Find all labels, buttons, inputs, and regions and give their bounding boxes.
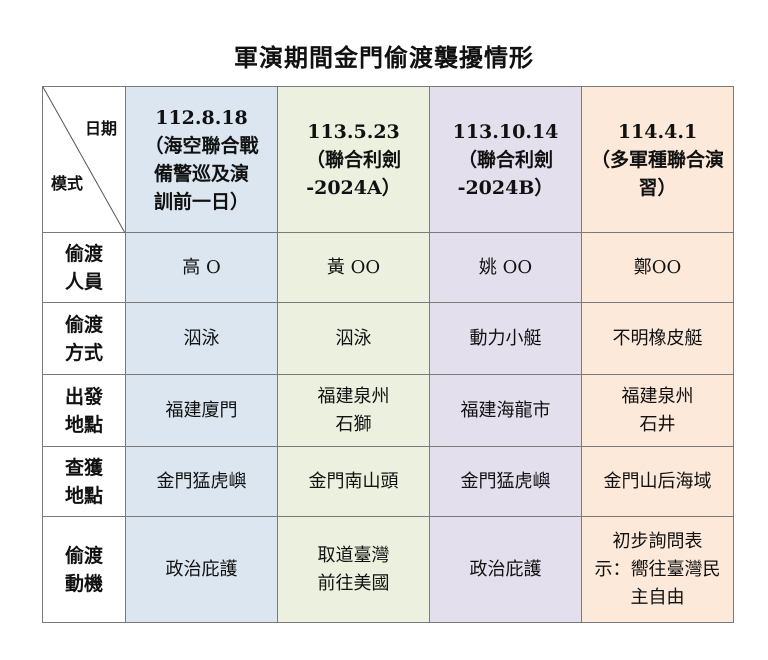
table-row: 查獲 地點 金門猛虎嶼 金門南山頭 金門猛虎嶼 金門山后海域 [42,446,734,517]
header-exercise: （多軍種聯合演 習） [590,148,724,199]
header-exercise: （海空聯合戰 備警巡及演 訓前一日） [144,134,259,213]
header-exercise: （聯合利劍 -2024A） [305,148,401,199]
table-cell: 福建泉州 石井 [581,374,734,447]
table-cell: 金門南山頭 [277,446,430,517]
table-cell: 高 O [125,232,278,303]
row-label: 出發 地點 [42,374,126,447]
header-date: 113.5.23 [307,120,400,143]
table-cell: 金門猛虎嶼 [125,446,278,517]
table-cell: 金門猛虎嶼 [429,446,582,517]
header-row: 日期 模式 112.8.18 （海空聯合戰 備警巡及演 訓前一日） 113.5.2… [42,86,734,233]
table-cell: 政治庇護 [125,516,278,623]
row-label: 查獲 地點 [42,446,126,517]
table-cell: 福建海龍市 [429,374,582,447]
table-cell: 不明橡皮艇 [581,302,734,375]
table-cell: 初步詢問表 示：嚮往臺灣民 主自由 [581,516,734,623]
table-cell: 取道臺灣 前往美國 [277,516,430,623]
table-cell: 泅泳 [277,302,430,375]
table-cell: 泅泳 [125,302,278,375]
table-cell: 動力小艇 [429,302,582,375]
corner-mode-label: 模式 [51,174,84,193]
table-cell: 鄭OO [581,232,734,303]
table-row: 出發 地點 福建廈門 福建泉州 石獅 福建海龍市 福建泉州 石井 [42,374,734,447]
table-cell: 黃 OO [277,232,430,303]
table-cell: 福建廈門 [125,374,278,447]
header-date: 112.8.18 [155,106,248,129]
column-header: 113.10.14 （聯合利劍 -2024B） [429,86,582,233]
header-exercise: （聯合利劍 -2024B） [457,148,554,199]
header-date: 113.10.14 [452,120,559,143]
table-cell: 政治庇護 [429,516,582,623]
table-cell: 金門山后海域 [581,446,734,517]
corner-date-label: 日期 [84,119,117,138]
column-header: 112.8.18 （海空聯合戰 備警巡及演 訓前一日） [125,86,278,233]
header-date: 114.4.1 [617,120,698,143]
table-row: 偷渡 人員 高 O 黃 OO 姚 OO 鄭OO [42,232,734,303]
diagonal-divider [43,87,125,233]
row-label: 偷渡 人員 [42,232,126,303]
table-cell: 福建泉州 石獅 [277,374,430,447]
table-cell: 姚 OO [429,232,582,303]
column-header: 114.4.1 （多軍種聯合演 習） [581,86,734,233]
table-row: 偷渡 方式 泅泳 泅泳 動力小艇 不明橡皮艇 [42,302,734,375]
table-row: 偷渡 動機 政治庇護 取道臺灣 前往美國 政治庇護 初步詢問表 示：嚮往臺灣民 … [42,516,734,623]
corner-cell: 日期 模式 [42,86,126,233]
smuggling-table: 日期 模式 112.8.18 （海空聯合戰 備警巡及演 訓前一日） 113.5.2… [42,86,734,623]
row-label: 偷渡 動機 [42,516,126,623]
column-header: 113.5.23 （聯合利劍 -2024A） [277,86,430,233]
row-label: 偷渡 方式 [42,302,126,375]
page-title: 軍演期間金門偷渡襲擾情形 [234,43,534,72]
